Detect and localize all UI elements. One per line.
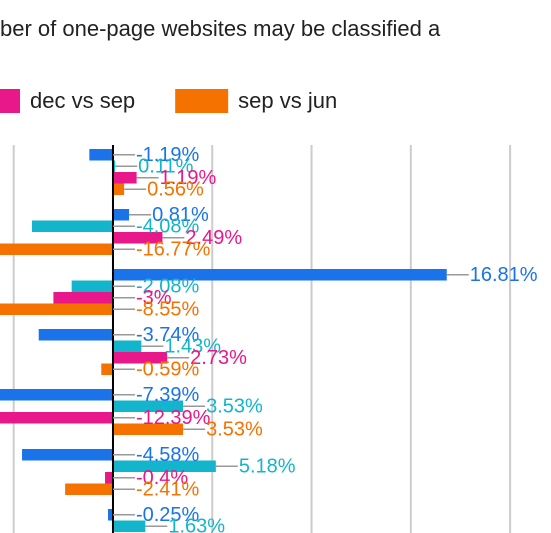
bar bbox=[112, 460, 216, 472]
bar bbox=[112, 423, 184, 435]
bar bbox=[112, 520, 146, 532]
data-label: 5.18% bbox=[239, 456, 296, 478]
data-label: -2.41% bbox=[136, 479, 200, 501]
legend-label: dec vs sep bbox=[30, 88, 135, 113]
bar bbox=[53, 292, 113, 304]
bar bbox=[108, 509, 113, 521]
bar bbox=[0, 389, 113, 401]
data-label: -0.59% bbox=[136, 359, 200, 381]
data-label: -1.19% bbox=[136, 144, 200, 166]
bar bbox=[0, 303, 113, 315]
bar bbox=[105, 472, 113, 484]
bar bbox=[0, 412, 113, 424]
data-label: -16.77% bbox=[136, 239, 211, 261]
data-label: 2.73% bbox=[190, 347, 247, 369]
bar bbox=[112, 340, 142, 352]
bar bbox=[31, 220, 113, 232]
bar bbox=[112, 232, 163, 244]
bar bbox=[112, 172, 137, 184]
data-label: -8.55% bbox=[136, 299, 200, 321]
data-label: -2.08% bbox=[136, 276, 200, 298]
bar bbox=[112, 183, 125, 195]
data-label: -0.25% bbox=[136, 504, 200, 526]
data-label: -0.4% bbox=[136, 467, 188, 489]
chart-title: ber of one-page websites may be classifi… bbox=[0, 16, 441, 41]
data-label: 1.63% bbox=[168, 516, 225, 533]
data-label: -3.74% bbox=[136, 324, 200, 346]
data-label: -4.58% bbox=[136, 444, 200, 466]
bar bbox=[0, 243, 113, 255]
data-label: 0.81% bbox=[152, 204, 209, 226]
bar bbox=[71, 280, 113, 292]
data-label: 2.49% bbox=[185, 227, 242, 249]
bar bbox=[112, 269, 447, 281]
data-label: 0.11% bbox=[138, 156, 193, 178]
bar bbox=[112, 352, 168, 364]
bar bbox=[65, 483, 113, 495]
data-label: -4.08% bbox=[136, 216, 200, 238]
data-label: 1.19% bbox=[160, 167, 217, 189]
bar bbox=[38, 329, 113, 341]
bar bbox=[89, 149, 113, 161]
bar bbox=[101, 363, 113, 375]
data-label: -7.39% bbox=[136, 384, 200, 406]
bar bbox=[112, 400, 184, 412]
data-label: 3.53% bbox=[206, 396, 263, 418]
bar bbox=[22, 449, 113, 461]
legend-swatch bbox=[175, 89, 229, 113]
data-label: 0.56% bbox=[147, 179, 204, 201]
data-label: 1.43% bbox=[164, 336, 221, 358]
legend-label: sep vs jun bbox=[238, 88, 337, 113]
data-label: 3.53% bbox=[206, 419, 263, 441]
data-label: 16.81% bbox=[470, 264, 538, 286]
legend-swatch bbox=[0, 89, 20, 113]
data-label: -3% bbox=[136, 287, 172, 309]
bar bbox=[112, 160, 116, 172]
bar bbox=[112, 209, 130, 221]
data-label: -12.39% bbox=[136, 407, 211, 429]
